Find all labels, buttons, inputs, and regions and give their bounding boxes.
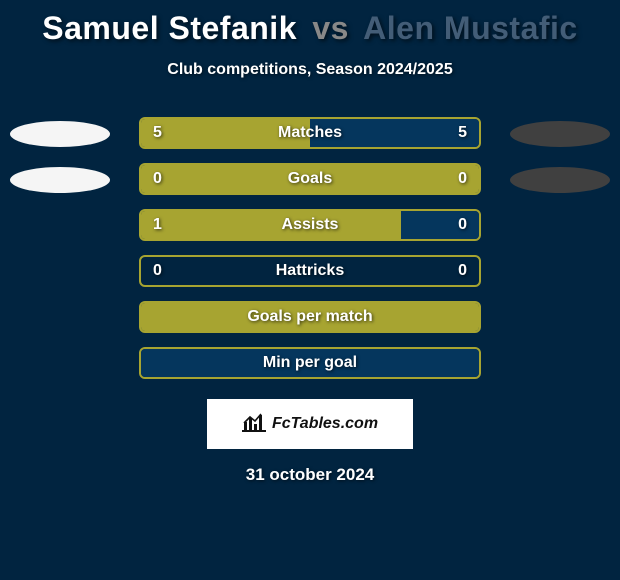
logo-box: FcTables.com [207,399,413,449]
stat-bar: 0 0Hattricks [139,255,481,287]
vs-text: vs [312,10,349,46]
bar-right-fill [401,211,479,239]
player2-oval [510,167,610,193]
stat-right-value: 5 [458,119,467,147]
logo-chart-icon [242,412,266,437]
bar-left-fill [141,119,310,147]
stat-left-value: 1 [153,211,162,239]
logo-text: FcTables.com [272,415,378,433]
stat-row: Goals per match [0,301,620,347]
subtitle: Club competitions, Season 2024/2025 [0,61,620,79]
player2-name: Alen Mustafic [363,10,578,46]
stat-row: 00Goals [0,163,620,209]
bar-left-fill [141,165,479,193]
stat-left-value: 5 [153,119,162,147]
stat-row: Min per goal [0,347,620,393]
stat-row: 10Assists [0,209,620,255]
date: 31 october 2024 [0,465,620,485]
stat-bar: 55Matches [139,117,481,149]
player1-oval [10,167,110,193]
stat-bar: Goals per match [139,301,481,333]
player1-oval [10,121,110,147]
player2-oval [510,121,610,147]
player1-name: Samuel Stefanik [42,10,297,46]
stats-container: 55Matches00Goals10Assists00HattricksGoal… [0,117,620,393]
stat-bar: 00Goals [139,163,481,195]
stat-right-value: 0 [458,165,467,193]
stat-left-value: 0 [153,165,162,193]
bar-left-fill [141,211,401,239]
stat-right-value: 0 [458,211,467,239]
bar-left-fill [141,303,479,331]
stat-row: 0 0Hattricks [0,255,620,301]
stat-left-value: 0 [153,257,162,285]
comparison-title: Samuel Stefanik vs Alen Mustafic [0,0,620,47]
stat-right-value: 0 [458,257,467,285]
bar-right-fill [141,349,479,377]
stat-bar: 10Assists [139,209,481,241]
bar-right-fill [310,119,479,147]
stat-label: Hattricks [141,257,479,285]
stat-row: 55Matches [0,117,620,163]
stat-bar: Min per goal [139,347,481,379]
